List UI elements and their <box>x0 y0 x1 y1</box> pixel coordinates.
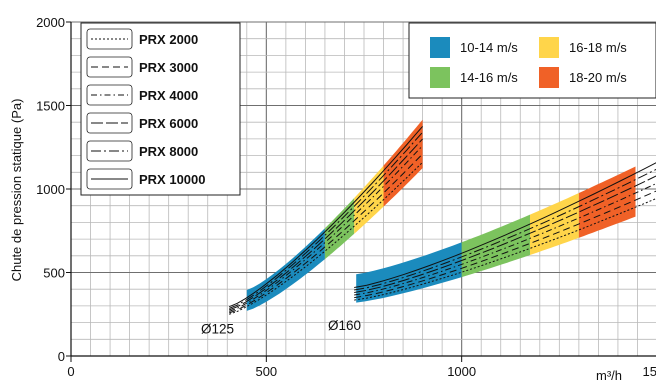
speed-legend-box <box>408 22 656 99</box>
y-tick-label: 1000 <box>36 182 65 197</box>
x-tick-label: 500 <box>255 364 277 379</box>
tick-labels: 0 500 1000 1500 0 500 1000 1500 2000 <box>36 15 656 379</box>
series-curve <box>354 175 656 293</box>
legend-series-label: PRX 2000 <box>139 32 198 47</box>
legend-swatch-frame <box>86 28 133 50</box>
legend-series-label: PRX 3000 <box>139 60 198 75</box>
legend-series-label: PRX 10000 <box>139 172 206 187</box>
speed-swatch <box>430 37 450 58</box>
legend-swatch-frame <box>86 56 133 78</box>
x-tick-label: 1000 <box>447 364 476 379</box>
series-curve <box>229 138 423 311</box>
series-curve <box>354 190 656 299</box>
speed-band-zone <box>530 193 579 255</box>
legend-series-label: PRX 6000 <box>139 116 198 131</box>
series-curve <box>354 198 656 301</box>
series-legend-box <box>80 22 241 196</box>
series-curve <box>229 153 423 314</box>
series-curves <box>229 126 656 315</box>
series-curve <box>354 183 656 296</box>
speed-swatch <box>539 67 559 88</box>
duct-labels: Ø125 Ø160 <box>201 318 361 336</box>
speed-label: 16-18 m/s <box>569 40 627 55</box>
series-curve <box>354 168 656 291</box>
y-tick-label: 1500 <box>36 99 65 114</box>
x-tick-label: 0 <box>67 364 74 379</box>
legend-series-label: PRX 4000 <box>139 88 198 103</box>
duct-diameter-label: Ø160 <box>328 318 361 333</box>
x-tick-label: 1500 <box>643 364 656 379</box>
y-axis-label: Chute de pression statique (Pa) <box>9 99 24 282</box>
speed-band-zone <box>578 166 636 238</box>
duct-diameter-label: Ø125 <box>201 321 234 336</box>
speed-legend: 10-14 m/s 16-18 m/s 14-16 m/s 18-20 m/s <box>408 22 656 99</box>
speed-band-zone <box>461 214 530 278</box>
y-tick-label: 2000 <box>36 15 65 30</box>
speed-label: 18-20 m/s <box>569 70 627 85</box>
series-curve <box>229 161 423 315</box>
speed-band-zone <box>383 119 423 207</box>
speed-label: 10-14 m/s <box>460 40 518 55</box>
series-legend: PRX 2000 PRX 3000 PRX 4000 PRX 6000 PRX 8000… <box>80 22 241 196</box>
speed-band-zone <box>354 165 384 234</box>
speed-swatch <box>539 37 559 58</box>
y-tick-label: 500 <box>43 266 65 281</box>
series-curve <box>354 162 656 288</box>
series-curve <box>229 126 423 308</box>
speed-label: 14-16 m/s <box>460 70 518 85</box>
legend-series-label: PRX 8000 <box>139 144 198 159</box>
series-curve <box>229 131 423 309</box>
speed-swatch <box>430 67 450 88</box>
y-tick-label: 0 <box>58 349 65 364</box>
x-axis-label: m³/h <box>596 368 622 381</box>
series-curve <box>229 145 423 312</box>
